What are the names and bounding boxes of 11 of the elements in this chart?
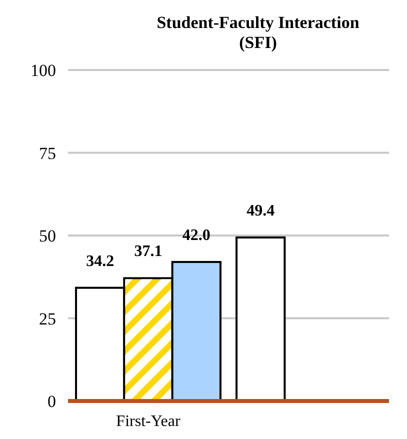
y-tick-label: 50 [39, 226, 56, 246]
chart-title: Student-Faculty Interaction (SFI) [156, 13, 360, 52]
y-tick-label: 25 [39, 309, 56, 328]
data-label: 42.0 [182, 226, 210, 244]
y-tick-label: 0 [48, 392, 56, 411]
y-tick-label: 75 [39, 144, 56, 163]
y-tick-label: 100 [30, 61, 56, 80]
data-label: 49.4 [246, 202, 275, 220]
data-label: 37.1 [134, 243, 162, 260]
x-tick-label: First-Year [116, 413, 181, 430]
data-label: 34.2 [86, 252, 114, 270]
